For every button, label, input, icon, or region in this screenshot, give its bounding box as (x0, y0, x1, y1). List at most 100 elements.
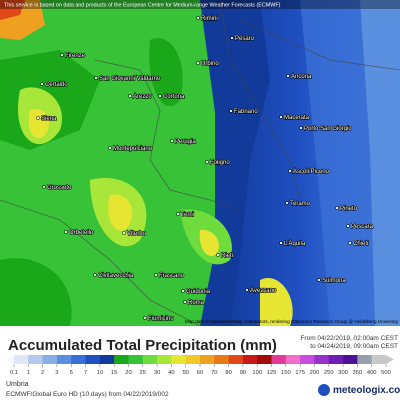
map-attribution: Map data © OpenStreetMap contributors, r… (185, 318, 399, 324)
city-label: Foligno (210, 160, 230, 166)
scale-swatch (171, 355, 186, 364)
city-marker (335, 206, 339, 210)
model-info: ECMWF/Global Euro HD (10 days) from 04/2… (6, 391, 169, 398)
scale-tick-label: 70 (211, 370, 217, 376)
city-marker (279, 115, 283, 119)
precipitation-field (0, 0, 400, 326)
city-label: Avezzano (250, 288, 277, 294)
city-label: Pesaro (235, 36, 255, 42)
scale-tick-label: 175 (295, 370, 305, 376)
city-marker (288, 169, 292, 173)
scale-swatch (71, 355, 86, 364)
city-label: Ancona (291, 74, 312, 80)
city-marker (346, 224, 350, 228)
city-marker (128, 94, 132, 98)
city-label: Fiumicino (148, 316, 174, 322)
scale-swatch (214, 355, 229, 364)
scale-swatch (357, 355, 372, 364)
city-label: Rieti (221, 253, 233, 259)
city-marker (108, 146, 112, 150)
city-marker (181, 289, 185, 293)
scale-tick-label: 10 (97, 370, 103, 376)
scale-swatch (200, 355, 215, 364)
scale-tick-label: 80 (225, 370, 231, 376)
scale-tick-label: 150 (281, 370, 291, 376)
scale-tick-label: 30 (154, 370, 160, 376)
attribution: This service is based on data and produc… (4, 3, 281, 9)
city-marker (245, 288, 249, 292)
scale-swatch (228, 355, 244, 364)
city-marker (122, 231, 126, 235)
city-label: Porto San Giorgio (304, 126, 352, 132)
city-marker (196, 16, 200, 20)
scale-swatch (99, 355, 115, 364)
scale-swatch (371, 355, 387, 364)
scale-tick-label: 125 (267, 370, 277, 376)
region: Umbria (6, 381, 29, 388)
scale-swatch (285, 355, 301, 364)
city-label: Frascano (159, 273, 185, 279)
scale-swatch (343, 355, 358, 364)
city-labels: Rimini Pesaro Urbino Ancona Firenze Certaldo S… (36, 15, 374, 323)
scale-tick-label: 400 (367, 370, 377, 376)
city-marker (317, 278, 321, 282)
scale-swatch (300, 355, 315, 364)
scale-swatch (42, 355, 58, 364)
city-marker (42, 185, 46, 189)
city-label: Terni (181, 212, 194, 218)
scale-tick-label: 200 (310, 370, 320, 376)
scale-swatch (142, 355, 158, 364)
scale-tick-label: 0.1 (10, 370, 18, 376)
city-label: Arezzo (133, 94, 152, 100)
city-marker (176, 212, 180, 216)
city-label: Fabriano (234, 109, 258, 115)
city-marker (60, 53, 64, 57)
logo-icon (318, 384, 330, 396)
city-marker (64, 230, 68, 234)
scale-swatch (257, 355, 272, 364)
city-label: Viterbo (127, 231, 147, 237)
scale-tick-label: 90 (240, 370, 246, 376)
city-label: Pescara (351, 224, 374, 230)
city-label: Siena (41, 116, 57, 122)
city-marker (229, 109, 233, 113)
city-label: Cortona (163, 94, 185, 100)
scale-tick-label: 5 (70, 370, 73, 376)
scale-swatch (314, 355, 330, 364)
city-label: Pineto (340, 206, 358, 212)
city-label: Grosseto (47, 185, 72, 191)
scale-swatch (85, 355, 101, 364)
city-label: Perugia (175, 139, 196, 145)
city-marker (40, 82, 44, 86)
city-marker (154, 273, 158, 277)
city-label: Urbino (201, 61, 219, 67)
scale-tick-label: 300 (338, 370, 348, 376)
city-label: Civitavecchia (98, 273, 134, 279)
city-label: Montepulciano (113, 146, 153, 152)
city-label: Roma (188, 300, 205, 306)
city-marker (93, 273, 97, 277)
scale-swatch (242, 355, 258, 364)
city-label: Guidonia (186, 289, 211, 295)
period-to: to 04/24/2019, 09:00am CEST (310, 343, 398, 350)
city-marker (299, 126, 303, 130)
city-label: Certaldo (45, 82, 68, 88)
scale-swatch (328, 355, 344, 364)
city-marker (170, 139, 174, 143)
city-marker (183, 300, 187, 304)
scale-swatch (56, 355, 72, 364)
city-marker (36, 116, 40, 120)
scale-tick-label: 25 (140, 370, 146, 376)
city-marker (196, 61, 200, 65)
scale-tick-label: 100 (252, 370, 262, 376)
borders (0, 0, 400, 327)
city-label: Ascoli Piceno (293, 169, 330, 175)
scale-swatch (14, 355, 29, 364)
scale-swatch (185, 355, 201, 364)
city-label: Sulmona (322, 278, 346, 284)
scale-tick-label: 350 (353, 370, 363, 376)
city-marker (348, 241, 352, 245)
city-label: Teramo (290, 201, 311, 207)
scale-swatch (271, 355, 287, 364)
